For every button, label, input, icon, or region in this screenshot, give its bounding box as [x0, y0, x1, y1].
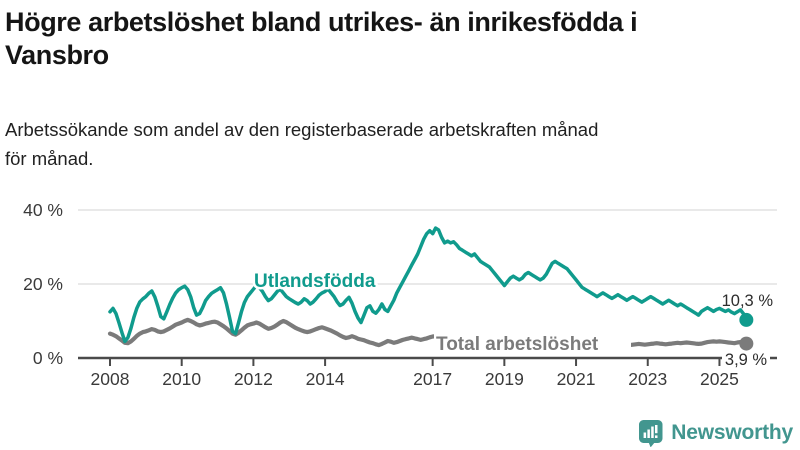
y-tick-label: 0 %	[33, 348, 63, 368]
x-tick-label: 2021	[557, 369, 596, 389]
end-value-label-utlandsfodda: 10,3 %	[722, 292, 774, 310]
y-tick-label: 20 %	[23, 274, 63, 294]
end-value-label-total: 3,9 %	[725, 351, 768, 369]
newsworthy-logo-icon	[639, 420, 663, 447]
x-tick-label: 2014	[306, 369, 345, 389]
x-tick-label: 2008	[91, 369, 130, 389]
y-tick-label: 40 %	[23, 200, 63, 220]
series-label-utlandsfodda: Utlandsfödda	[254, 271, 376, 292]
newsworthy-logo[interactable]: Newsworthy	[638, 419, 793, 447]
brand-name: Newsworthy	[671, 421, 793, 444]
x-tick-label: 2023	[628, 369, 667, 389]
x-tick-label: 2019	[485, 369, 524, 389]
page-title: Högre arbetslöshet bland utrikes- än inr…	[5, 6, 797, 72]
chart-subtitle-line2: för månad.	[5, 147, 94, 169]
series-label-total: Total arbetslöshet	[436, 334, 599, 355]
chart-subtitle-line1: Arbetssökande som andel av den registerb…	[5, 119, 599, 140]
page-title-line2: Vansbro	[5, 39, 109, 70]
x-tick-label: 2017	[413, 369, 452, 389]
series-line-utlandsfodda	[108, 226, 749, 344]
series-label-mask-total	[434, 333, 631, 355]
end-value-label-mask-total	[722, 352, 770, 367]
series-line-total	[107, 317, 749, 348]
page-title-line1: Högre arbetslöshet bland utrikes- än inr…	[5, 7, 638, 37]
x-tick-label: 2012	[234, 369, 273, 389]
chart-subtitle: Arbetssökande som andel av den registerb…	[5, 116, 797, 173]
x-tick-label: 2025	[700, 369, 739, 389]
x-tick-label: 2010	[162, 369, 201, 389]
end-dot-total	[739, 336, 754, 351]
end-dot-utlandsfodda	[739, 312, 754, 327]
